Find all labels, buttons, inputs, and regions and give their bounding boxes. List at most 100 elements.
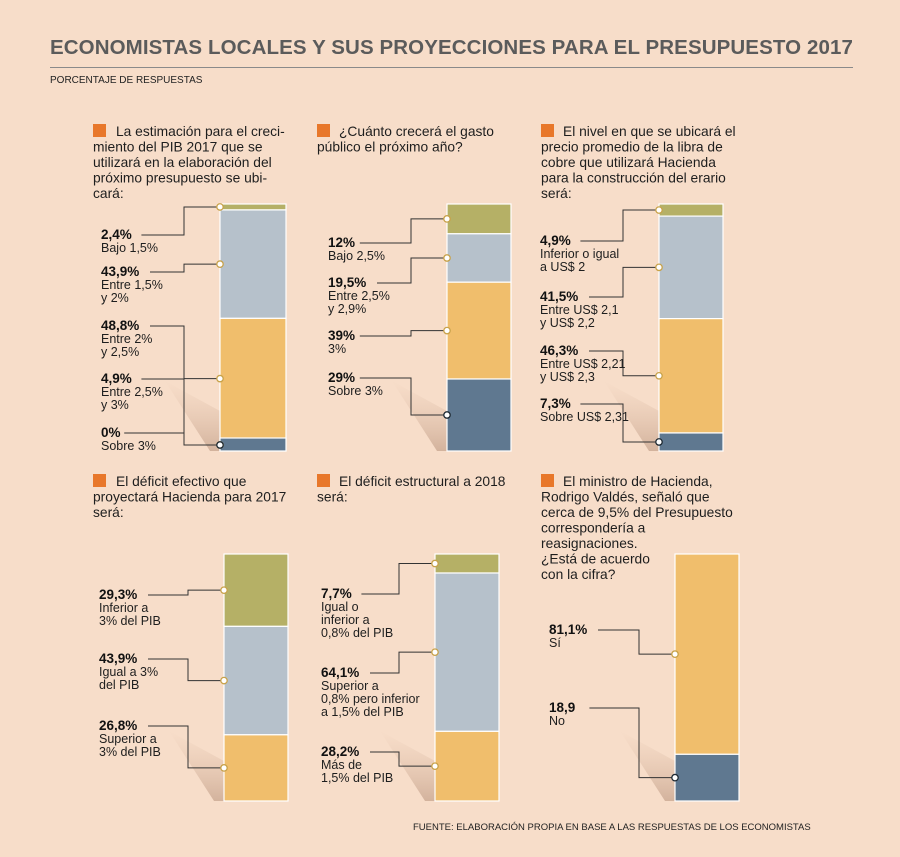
leader-dot	[443, 411, 451, 419]
chart-panel-1: La estimación para el creci-miento del P…	[93, 124, 287, 453]
question-line: correspondería a	[541, 521, 646, 536]
category-label: Sobre US$ 2,31	[540, 410, 629, 424]
data-label: 39%	[328, 328, 355, 343]
bar-segment	[219, 317, 287, 440]
leader-dot	[216, 441, 224, 449]
bar-segment	[446, 281, 512, 380]
question-line: El nivel en que se ubicará el	[563, 124, 736, 139]
category-label: Igual a 3%	[99, 665, 158, 679]
leader-line	[359, 330, 447, 337]
leader-dot	[216, 203, 224, 211]
bar-shadow	[169, 731, 224, 801]
bar-shadow	[604, 381, 659, 451]
leader-line	[580, 403, 659, 443]
question-line: El déficit efectivo que	[116, 474, 247, 489]
bar-segment	[674, 553, 740, 755]
leader-dot	[216, 374, 224, 383]
category-label: 3% del PIB	[99, 614, 161, 628]
category-label: Sí	[549, 636, 561, 650]
question-line: utilizará en la elaboración del	[93, 155, 272, 170]
leader-dot	[671, 773, 679, 782]
category-label: Bajo 1,5%	[101, 241, 158, 255]
leader-line	[580, 209, 659, 242]
chart-title: ECONOMISTAS LOCALES Y SUS PROYECCIONES P…	[50, 36, 853, 59]
data-label: 19,5%	[328, 275, 366, 290]
bar-segment	[446, 378, 512, 452]
data-label: 48,8%	[101, 318, 139, 333]
question-line: cerca de 9,5% del Presupuesto	[541, 505, 733, 520]
leader-dot	[671, 650, 679, 659]
category-label: Sobre 3%	[328, 384, 383, 398]
bar-segment	[658, 318, 724, 434]
data-label: 81,1%	[549, 622, 587, 637]
category-label: Entre 2%	[101, 332, 152, 346]
bar-segment	[434, 730, 500, 802]
category-label: y US$ 2,3	[540, 370, 595, 384]
category-label: y US$ 2,2	[540, 316, 595, 330]
bar-segment	[223, 734, 289, 802]
data-label: 7,7%	[321, 586, 352, 601]
leader-dot	[443, 326, 451, 335]
category-label: y 2,9%	[328, 302, 366, 316]
bar-outline	[658, 203, 724, 452]
bar-outline	[674, 553, 740, 802]
leader-line	[589, 266, 659, 298]
category-label: del PIB	[99, 678, 139, 692]
question-line: Rodrigo Valdés, señaló que	[541, 490, 710, 505]
category-label: a 1,5% del PIB	[321, 705, 404, 719]
category-label: Superior a	[99, 732, 157, 746]
leader-line	[150, 263, 220, 273]
data-label: 64,1%	[321, 665, 359, 680]
data-label: 43,9%	[101, 264, 139, 279]
chart-subtitle: PORCENTAJE DE RESPUESTAS	[50, 75, 203, 86]
question-line: cobre que utilizará Hacienda	[541, 155, 716, 170]
leader-dot	[443, 254, 451, 262]
accent-marker	[93, 124, 106, 137]
bar-shadow	[392, 381, 447, 451]
leader-line	[148, 725, 224, 769]
leader-dot	[220, 586, 228, 595]
leader-line	[359, 377, 447, 416]
question-line: será:	[93, 505, 124, 520]
leader-dot	[431, 762, 439, 771]
bar-segment	[658, 215, 724, 320]
data-label: 43,9%	[99, 651, 137, 666]
bar-segment	[434, 553, 500, 574]
accent-marker	[317, 474, 330, 487]
data-label: 4,9%	[101, 371, 132, 386]
question-line: con la cifra?	[541, 567, 616, 582]
bar-segment	[446, 233, 512, 283]
leader-line	[361, 563, 435, 595]
question-line: La estimación para el creci-	[116, 124, 285, 139]
data-label: 46,3%	[540, 343, 578, 358]
category-label: Entre 1,5%	[101, 278, 163, 292]
question-line: precio promedio de la libra de	[541, 140, 723, 155]
leader-line	[141, 206, 220, 236]
category-label: y 2,5%	[101, 345, 139, 359]
data-label: 2,4%	[101, 227, 132, 242]
bar-segment	[219, 203, 287, 211]
question-line: El ministro de Hacienda,	[563, 474, 713, 489]
leader-dot	[443, 215, 451, 223]
bar-segment	[223, 625, 289, 736]
bar-outline	[434, 553, 500, 802]
leader-dot	[216, 260, 224, 268]
category-label: Sobre 3%	[101, 439, 156, 453]
data-label: 41,5%	[540, 289, 578, 304]
category-label: Entre 2,5%	[101, 385, 163, 399]
leader-line	[598, 629, 675, 655]
category-label: 0,8% pero inferior	[321, 692, 420, 706]
leader-dot	[655, 263, 663, 272]
question-line: miento del PIB 2017 que se	[93, 140, 263, 155]
question-line: para la construcción del erario	[541, 171, 726, 186]
category-label: inferior a	[321, 613, 370, 627]
bar-segment	[219, 437, 287, 452]
bar-segment	[658, 203, 724, 217]
data-label: 4,9%	[540, 233, 571, 248]
leader-line	[150, 325, 220, 380]
leader-dot	[655, 206, 663, 214]
category-label: 0,8% del PIB	[321, 626, 393, 640]
